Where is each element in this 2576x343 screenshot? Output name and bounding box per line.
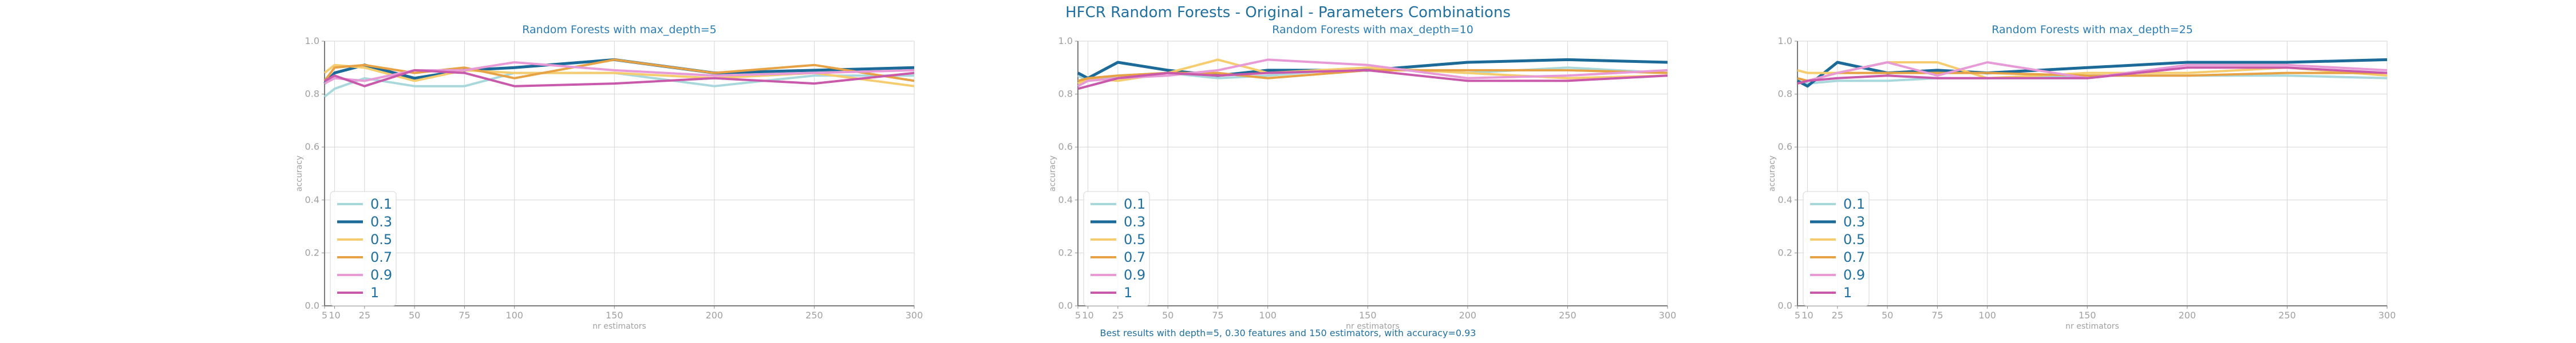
series-line-0-9 (1797, 61, 2388, 85)
x-tick-label: 10 (329, 310, 340, 321)
x-tick-label: 300 (2379, 310, 2396, 321)
x-tick-label: 100 (505, 310, 523, 321)
x-tick-label: 200 (706, 310, 724, 321)
x-tick-label: 100 (1259, 310, 1277, 321)
legend-entry-label: 0.5 (1843, 232, 1865, 248)
series-line-1 (1797, 66, 2388, 85)
x-tick-label: 75 (1931, 310, 1943, 321)
y-tick-label: 0.6 (1058, 141, 1073, 152)
x-tick-label: 300 (906, 310, 923, 321)
series-line-0-5 (1797, 61, 2388, 79)
x-axis-label: nr estimators (592, 322, 646, 331)
y-tick-label: 0.8 (1778, 89, 1792, 99)
x-tick-label: 50 (409, 310, 420, 321)
series-line-0-3 (323, 58, 915, 85)
best-results-note: Best results with depth=5, 0.30 features… (1100, 328, 1476, 338)
x-tick-label: 200 (2179, 310, 2196, 321)
series-line-0-7 (1077, 69, 1668, 82)
x-tick-label: 150 (1359, 310, 1377, 321)
y-tick-label: 0.8 (1058, 89, 1073, 99)
x-tick-label: 150 (606, 310, 623, 321)
y-tick-label: 0.0 (1778, 300, 1792, 311)
x-tick-label: 75 (459, 310, 470, 321)
chart-title: Random Forests with max_depth=5 (522, 23, 717, 36)
legend-entry-label: 1 (1843, 285, 1852, 301)
plots-container: Random Forests with max_depth=5 0.0 0.2 0.4… (295, 23, 2396, 331)
x-tick-label: 250 (1559, 310, 1577, 321)
y-tick-label: 0.0 (1058, 300, 1073, 311)
legend-entry-label: 0.5 (1124, 232, 1145, 248)
y-tick-label: 1.0 (305, 35, 319, 46)
y-tick-label: 0.2 (1058, 247, 1073, 258)
chart-title: Random Forests with max_depth=25 (1992, 23, 2193, 36)
x-tick-label: 75 (1212, 310, 1223, 321)
x-tick-label: 25 (1112, 310, 1124, 321)
y-tick-label: 0.8 (305, 89, 319, 99)
x-tick-label: 50 (1882, 310, 1893, 321)
legend-entry-label: 0.7 (1843, 249, 1865, 265)
x-tick-label: 5 (322, 310, 327, 321)
x-tick-label: 250 (805, 310, 823, 321)
y-axis-label: accuracy (1048, 155, 1057, 192)
y-tick-label: 0.6 (1778, 141, 1792, 152)
y-tick-label: 1.0 (1058, 35, 1073, 46)
chart-panel-2: Random Forests with max_depth=10 0.0 0.2 0.… (1048, 23, 1676, 331)
figure-title: HFCR Random Forests - Original - Paramet… (1065, 4, 1511, 21)
y-tick-label: 1.0 (1778, 35, 1792, 46)
x-tick-label: 100 (1978, 310, 1996, 321)
y-tick-label: 0.4 (1058, 194, 1073, 205)
series-line-0-3 (1796, 58, 2388, 88)
chart-panel-3: Random Forests with max_depth=25 0.0 0.2 0.… (1768, 23, 2396, 331)
legend-box (330, 191, 397, 306)
legend-entry-label: 0.9 (1124, 267, 1145, 283)
series-line-0-3 (1077, 58, 1668, 80)
legend-entry-label: 0.9 (370, 267, 392, 283)
series-line-1 (1077, 69, 1668, 90)
legend-box (1803, 191, 1870, 306)
y-axis-label: accuracy (295, 155, 304, 192)
y-tick-label: 0.2 (1778, 247, 1792, 258)
x-tick-label: 5 (1075, 310, 1081, 321)
legend-entry-label: 0.1 (370, 196, 392, 212)
series-line-0-7 (323, 58, 915, 82)
x-tick-label: 10 (1082, 310, 1093, 321)
series-line-0-9 (324, 61, 915, 85)
y-tick-label: 0.6 (305, 141, 319, 152)
x-tick-label: 5 (1795, 310, 1800, 321)
y-tick-label: 0.2 (305, 247, 319, 258)
y-tick-label: 0.0 (305, 300, 319, 311)
legend-entry-label: 0.7 (370, 249, 392, 265)
legend-entry-label: 0.3 (370, 214, 392, 230)
legend-entry-label: 0.9 (1843, 267, 1865, 283)
series-line-0-9 (1077, 58, 1668, 87)
x-axis-label: nr estimators (1346, 322, 1400, 331)
x-tick-label: 300 (1659, 310, 1677, 321)
x-tick-label: 25 (359, 310, 370, 321)
chart-title: Random Forests with max_depth=10 (1272, 23, 1473, 36)
x-tick-label: 150 (2079, 310, 2096, 321)
x-tick-label: 250 (2278, 310, 2296, 321)
legend-entry-label: 1 (1124, 285, 1132, 301)
series-line-1 (324, 69, 915, 87)
legend-entry-label: 0.7 (1124, 249, 1145, 265)
legend-entry-label: 0.1 (1843, 196, 1865, 212)
y-tick-label: 0.4 (305, 194, 319, 205)
y-tick-label: 0.4 (1778, 194, 1792, 205)
legend-entry-label: 1 (370, 285, 379, 301)
x-tick-label: 50 (1162, 310, 1174, 321)
x-tick-label: 10 (1801, 310, 1813, 321)
x-axis-label: nr estimators (2065, 322, 2119, 331)
chart-panel-1: Random Forests with max_depth=5 0.0 0.2 0.4… (295, 23, 923, 331)
legend-entry-label: 0.5 (370, 232, 392, 248)
legend-box (1083, 191, 1150, 306)
x-tick-label: 200 (1459, 310, 1477, 321)
legend-entry-label: 0.1 (1124, 196, 1145, 212)
x-tick-label: 25 (1832, 310, 1843, 321)
legend-entry-label: 0.3 (1843, 214, 1865, 230)
legend-entry-label: 0.3 (1124, 214, 1145, 230)
y-axis-label: accuracy (1768, 155, 1777, 192)
